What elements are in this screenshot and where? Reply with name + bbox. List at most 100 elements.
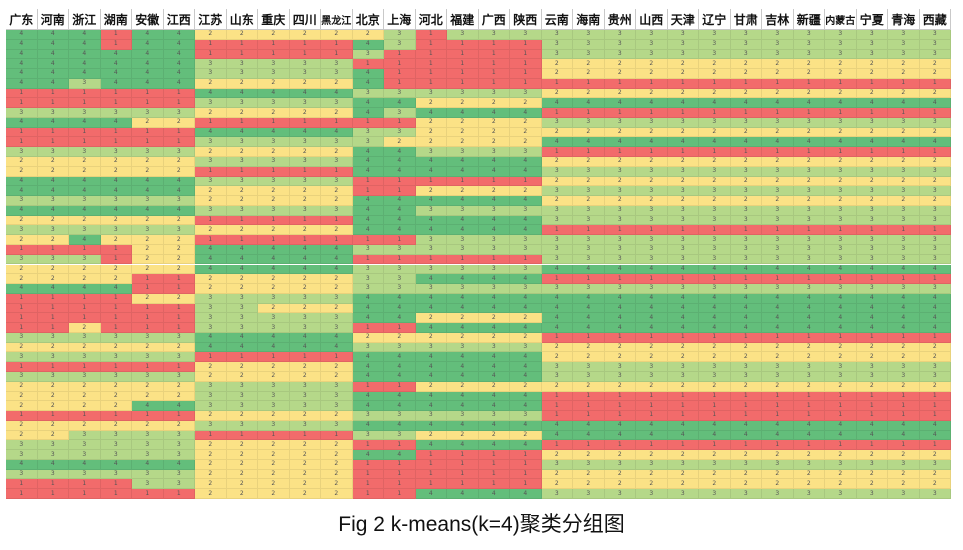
heatmap-cell: 3 (919, 30, 951, 40)
heatmap-cell: 3 (573, 459, 605, 470)
heatmap-cell: 2 (6, 420, 38, 431)
heatmap-cell: 4 (415, 274, 447, 285)
heatmap-cell: 4 (258, 332, 290, 343)
heatmap-cell: 3 (415, 264, 447, 275)
heatmap-cell: 1 (415, 479, 447, 490)
heatmap-cell: 2 (258, 284, 290, 294)
heatmap-cell: 4 (825, 430, 857, 441)
heatmap-cell: 3 (100, 147, 132, 158)
heatmap-cell: 1 (699, 401, 731, 412)
heatmap-cell: 3 (195, 205, 227, 216)
heatmap-cell: 1 (919, 332, 951, 343)
heatmap-cell: 1 (100, 39, 132, 50)
heatmap-cell: 1 (604, 332, 636, 343)
heatmap-cell: 2 (856, 352, 888, 363)
heatmap-cell: 2 (258, 274, 290, 285)
heatmap-cell: 2 (289, 284, 321, 294)
heatmap-cell: 1 (37, 313, 69, 324)
heatmap-cell: 4 (132, 176, 164, 187)
heatmap-cell: 1 (478, 49, 510, 60)
heatmap-cell: 4 (573, 98, 605, 109)
heatmap-cell: 3 (856, 235, 888, 245)
heatmap-cell: 2 (888, 176, 920, 187)
heatmap-cell: 2 (132, 254, 164, 265)
heatmap-cell: 2 (919, 469, 951, 480)
heatmap-cell: 4 (604, 98, 636, 109)
heatmap-cell: 1 (447, 176, 479, 187)
heatmap-cell: 4 (667, 264, 699, 275)
heatmap-cell: 3 (132, 225, 164, 236)
heatmap-cell: 1 (6, 479, 38, 490)
heatmap-cell: 4 (793, 264, 825, 275)
heatmap-cell: 2 (100, 157, 132, 167)
heatmap-cell: 1 (6, 137, 38, 148)
heatmap-cell: 3 (69, 147, 101, 158)
heatmap-cell: 2 (100, 264, 132, 275)
heatmap-cell: 3 (573, 49, 605, 60)
heatmap-cell: 3 (667, 235, 699, 245)
heatmap-cell: 3 (636, 362, 668, 372)
heatmap-cell: 3 (699, 117, 731, 128)
heatmap-cell: 3 (289, 205, 321, 216)
column-header: 北京 (352, 9, 384, 30)
heatmap-cell: 1 (6, 411, 38, 421)
heatmap-cell: 4 (604, 264, 636, 275)
heatmap-cell: 1 (384, 186, 416, 197)
heatmap-cell: 2 (100, 420, 132, 431)
heatmap-cell: 1 (730, 108, 762, 118)
heatmap-cell: 3 (762, 30, 794, 40)
heatmap-cell: 3 (132, 371, 164, 382)
heatmap-cell: 3 (636, 186, 668, 197)
heatmap-cell: 2 (541, 176, 573, 187)
heatmap-cell: 3 (226, 176, 258, 187)
heatmap-cell: 2 (289, 274, 321, 285)
heatmap-cell: 1 (888, 78, 920, 89)
heatmap-cell: 2 (6, 235, 38, 245)
heatmap-cell: 3 (636, 39, 668, 50)
heatmap-cell: 1 (163, 88, 195, 99)
heatmap-cell: 4 (478, 303, 510, 314)
heatmap-cell: 4 (478, 323, 510, 333)
heatmap-cell: 2 (226, 274, 258, 285)
heatmap-cell: 4 (667, 313, 699, 324)
heatmap-cell: 4 (447, 274, 479, 285)
heatmap-cell: 4 (699, 137, 731, 148)
heatmap-cell: 3 (384, 39, 416, 50)
heatmap-cell: 2 (762, 381, 794, 392)
heatmap-cell: 2 (6, 157, 38, 167)
heatmap-cell: 2 (321, 225, 353, 236)
heatmap-cell: 2 (604, 450, 636, 460)
heatmap-cell: 1 (541, 78, 573, 89)
heatmap-cell: 1 (604, 401, 636, 412)
heatmap-cell: 2 (762, 88, 794, 99)
heatmap-cell: 2 (604, 196, 636, 206)
heatmap-cell: 2 (321, 78, 353, 89)
heatmap-cell: 4 (541, 264, 573, 275)
heatmap-cell: 3 (415, 147, 447, 158)
heatmap-cell: 4 (478, 391, 510, 402)
heatmap-cell: 2 (762, 352, 794, 363)
heatmap-cell: 3 (289, 313, 321, 324)
heatmap-cell: 3 (510, 411, 542, 421)
heatmap-cell: 2 (573, 157, 605, 167)
heatmap-cell: 1 (100, 30, 132, 40)
heatmap-cell: 3 (856, 489, 888, 499)
heatmap-cell: 4 (384, 166, 416, 177)
heatmap-cell: 4 (384, 225, 416, 236)
heatmap-cell: 4 (856, 430, 888, 441)
heatmap-cell: 1 (352, 235, 384, 245)
heatmap-cell: 1 (510, 69, 542, 79)
heatmap-cell: 2 (541, 381, 573, 392)
heatmap-cell: 2 (888, 352, 920, 363)
heatmap-cell: 1 (856, 440, 888, 451)
heatmap-cell: 1 (573, 332, 605, 343)
heatmap-cell: 3 (699, 371, 731, 382)
heatmap-cell: 2 (541, 342, 573, 353)
heatmap-cell: 1 (384, 459, 416, 470)
heatmap-cell: 1 (730, 78, 762, 89)
heatmap-cell: 3 (321, 205, 353, 216)
heatmap-cell: 1 (604, 274, 636, 285)
heatmap-cell: 4 (604, 313, 636, 324)
heatmap-cell: 1 (919, 274, 951, 285)
heatmap-cell: 2 (289, 30, 321, 40)
